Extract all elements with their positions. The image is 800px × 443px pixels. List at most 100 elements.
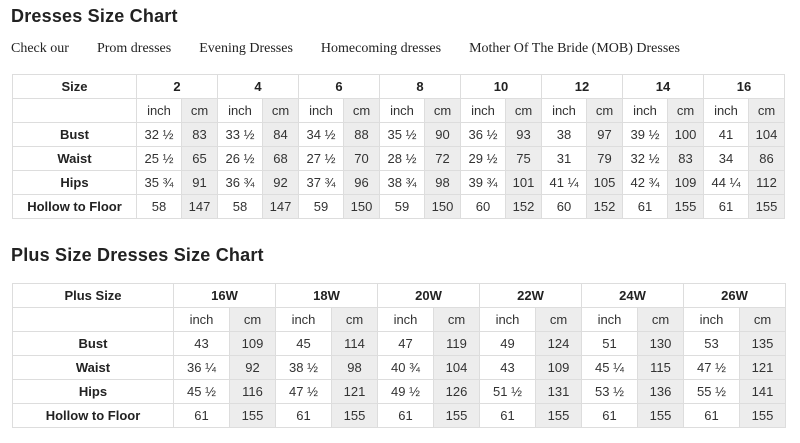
measurement-value-inch: 60 (460, 194, 506, 219)
measurement-value-cm: 150 (343, 194, 380, 219)
measurement-value-cm: 93 (505, 122, 542, 147)
measurement-value-inch: 44 ¼ (703, 170, 749, 195)
measurement-value-inch: 43 (479, 355, 536, 380)
measurement-value-inch: 60 (541, 194, 587, 219)
measurement-value-inch: 61 (683, 403, 740, 428)
measurement-value-inch: 35 ½ (379, 122, 425, 147)
unit-cm-header: cm (424, 98, 461, 123)
measurement-value-cm: 105 (586, 170, 623, 195)
measurement-value-inch: 49 (479, 331, 536, 356)
measurement-value-inch: 25 ½ (136, 146, 182, 171)
unit-cm-header: cm (181, 98, 218, 123)
unit-inch-header: inch (298, 98, 344, 123)
measurement-value-cm: 155 (331, 403, 378, 428)
measurement-value-cm: 155 (229, 403, 276, 428)
measurement-value-inch: 59 (298, 194, 344, 219)
size-column-header: 12 (541, 74, 623, 99)
measurement-value-inch: 39 ¾ (460, 170, 506, 195)
measurement-value-inch: 51 (581, 331, 638, 356)
measurement-value-inch: 61 (622, 194, 668, 219)
measurement-value-inch: 51 ½ (479, 379, 536, 404)
measurement-value-cm: 90 (424, 122, 461, 147)
measurement-value-cm: 109 (667, 170, 704, 195)
measurement-row: Bust 43 109 45 114 47 119 49 124 51 130 53 135 (12, 331, 786, 356)
size-chart-corner-label: Size (12, 74, 137, 99)
unit-cm-header: cm (229, 307, 276, 332)
unit-cm-header: cm (586, 98, 623, 123)
measurement-value-inch: 61 (703, 194, 749, 219)
unit-cm-header: cm (535, 307, 582, 332)
measurement-value-cm: 100 (667, 122, 704, 147)
measurement-value-cm: 72 (424, 146, 461, 171)
measurement-value-inch: 41 (703, 122, 749, 147)
measurement-row-label: Hollow to Floor (12, 194, 137, 219)
measurement-value-inch: 26 ½ (217, 146, 263, 171)
measurement-value-cm: 92 (229, 355, 276, 380)
unit-inch-header: inch (217, 98, 263, 123)
size-column-header: 16 (703, 74, 785, 99)
unit-cm-header: cm (748, 98, 785, 123)
measurement-row-label: Waist (12, 146, 137, 171)
measurement-value-inch: 53 (683, 331, 740, 356)
unit-cm-header: cm (262, 98, 299, 123)
measurement-value-inch: 29 ½ (460, 146, 506, 171)
measurement-row: Hollow to Floor 61 155 61 155 61 155 61 155 61 155… (12, 403, 786, 428)
measurement-value-cm: 79 (586, 146, 623, 171)
unit-cm-header: cm (343, 98, 380, 123)
measurement-value-cm: 155 (667, 194, 704, 219)
link-mob-dresses[interactable]: Mother Of The Bride (MOB) Dresses (469, 41, 680, 56)
measurement-value-cm: 65 (181, 146, 218, 171)
link-prom-dresses[interactable]: Prom dresses (96, 41, 172, 56)
measurement-value-cm: 109 (535, 355, 582, 380)
link-evening-dresses[interactable]: Evening Dresses (199, 41, 293, 56)
size-column-header: 20W (377, 283, 480, 308)
measurement-value-inch: 40 ¾ (377, 355, 434, 380)
measurement-value-inch: 37 ¾ (298, 170, 344, 195)
measurement-value-cm: 155 (637, 403, 684, 428)
unit-cm-header: cm (667, 98, 704, 123)
measurement-value-inch: 47 ½ (683, 355, 740, 380)
measurement-value-inch: 39 ½ (622, 122, 668, 147)
unit-cm-header: cm (637, 307, 684, 332)
measurement-value-inch: 47 (377, 331, 434, 356)
measurement-value-cm: 70 (343, 146, 380, 171)
measurement-value-inch: 61 (275, 403, 332, 428)
dress-category-links: Check our Prom dresses Evening Dresses H… (11, 41, 800, 57)
unit-inch-header: inch (379, 98, 425, 123)
unit-cm-header: cm (331, 307, 378, 332)
measurement-row: Waist 25 ½ 65 26 ½ 68 27 ½ 70 28 ½ 72 29 ½ 75 31 79 3… (12, 146, 785, 171)
measurement-value-inch: 35 ¾ (136, 170, 182, 195)
measurement-value-cm: 121 (331, 379, 378, 404)
link-homecoming-dresses[interactable]: Homecoming dresses (320, 41, 442, 56)
size-column-header: 2 (136, 74, 218, 99)
measurement-value-inch: 36 ¼ (173, 355, 230, 380)
measurement-value-cm: 97 (586, 122, 623, 147)
measurement-value-cm: 83 (667, 146, 704, 171)
measurement-value-cm: 83 (181, 122, 218, 147)
measurement-value-cm: 124 (535, 331, 582, 356)
size-column-header: 8 (379, 74, 461, 99)
measurement-value-cm: 155 (748, 194, 785, 219)
measurement-value-cm: 114 (331, 331, 378, 356)
measurement-value-inch: 34 (703, 146, 749, 171)
measurement-value-inch: 32 ½ (622, 146, 668, 171)
unit-inch-header: inch (703, 98, 749, 123)
size-column-header: 24W (581, 283, 684, 308)
measurement-value-cm: 75 (505, 146, 542, 171)
measurement-row-label: Hips (12, 170, 137, 195)
size-chart-page: Dresses Size Chart Check our Prom dresse… (11, 6, 800, 428)
page-title: Dresses Size Chart (11, 6, 178, 26)
measurement-value-cm: 119 (433, 331, 480, 356)
measurement-value-inch: 61 (173, 403, 230, 428)
measurement-value-inch: 61 (581, 403, 638, 428)
measurement-value-cm: 130 (637, 331, 684, 356)
unit-inch-header: inch (275, 307, 332, 332)
measurement-row: Bust 32 ½ 83 33 ½ 84 34 ½ 88 35 ½ 90 36 ½ 93 38 97 39… (12, 122, 785, 147)
unit-cm-header: cm (739, 307, 786, 332)
measurement-value-inch: 58 (136, 194, 182, 219)
measurement-row-label: Bust (12, 331, 174, 356)
measurement-value-cm: 150 (424, 194, 461, 219)
measurement-value-cm: 131 (535, 379, 582, 404)
measurement-row: Hollow to Floor 58 147 58 147 59 150 59 150 60 152… (12, 194, 785, 219)
plus-size-chart-title: Plus Size Dresses Size Chart (11, 245, 264, 265)
